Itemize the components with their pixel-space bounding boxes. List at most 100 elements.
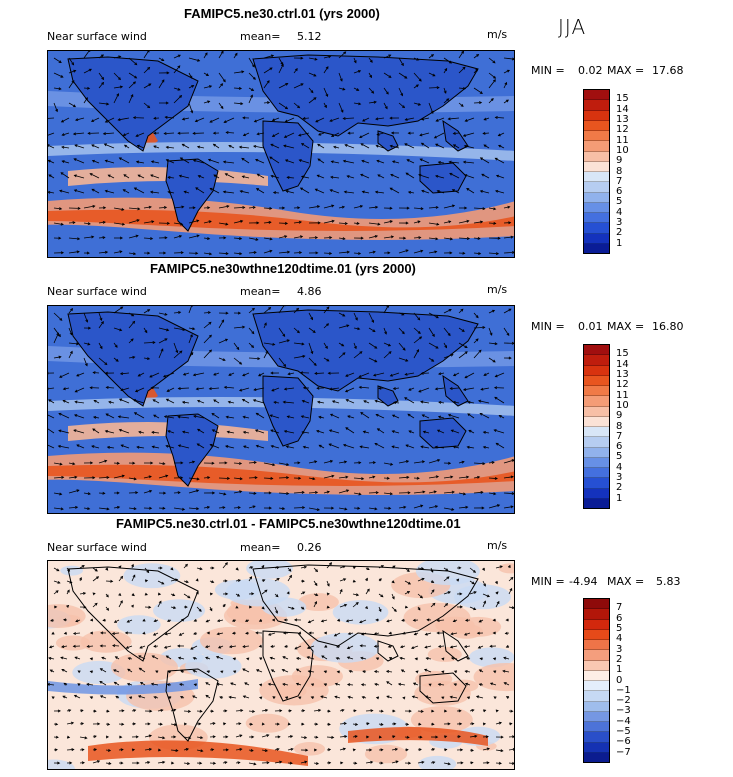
wind-vector bbox=[375, 117, 385, 121]
wind-vector bbox=[92, 576, 100, 582]
wind-vector bbox=[228, 372, 235, 376]
wind-vector bbox=[127, 668, 133, 673]
wind-vector bbox=[375, 618, 380, 622]
wind-vector bbox=[246, 657, 250, 661]
wind-vector bbox=[164, 632, 172, 636]
wind-vector bbox=[443, 98, 450, 104]
wind-vector bbox=[183, 605, 188, 609]
wind-vector bbox=[259, 696, 263, 700]
wind-vector bbox=[488, 342, 498, 346]
wind-vector bbox=[450, 656, 458, 660]
wind-vector bbox=[293, 461, 301, 465]
wind-vector bbox=[443, 490, 455, 494]
wind-vector bbox=[244, 619, 250, 622]
wind-vector bbox=[113, 461, 120, 465]
wind-vector bbox=[248, 251, 257, 254]
colorbar-tick-label: 8 bbox=[616, 165, 623, 177]
wind-vector bbox=[173, 342, 179, 354]
wind-vector bbox=[413, 236, 422, 240]
wind-vector bbox=[195, 187, 205, 194]
colorbar-tick-label: 7 bbox=[616, 602, 623, 614]
wind-vector bbox=[92, 371, 100, 375]
wind-vector bbox=[308, 57, 318, 61]
wind-vector bbox=[209, 187, 220, 194]
coastline bbox=[67, 56, 199, 152]
wind-vector bbox=[113, 85, 124, 89]
colorbar-swatch bbox=[584, 386, 609, 397]
wind-vector bbox=[48, 159, 55, 164]
wind-vector bbox=[293, 342, 305, 346]
difference-patch bbox=[80, 630, 132, 653]
wind-vector bbox=[137, 372, 145, 377]
wind-vector bbox=[307, 669, 315, 673]
wind-vector bbox=[218, 319, 225, 329]
wind-vector bbox=[477, 645, 484, 649]
wind-vector bbox=[213, 174, 220, 179]
wind-vector bbox=[79, 748, 85, 752]
wind-vector bbox=[263, 220, 272, 224]
panel1-wind-map bbox=[47, 50, 515, 258]
colorbar-swatch bbox=[584, 233, 609, 244]
wind-vector bbox=[336, 670, 341, 674]
wind-vector bbox=[508, 747, 514, 751]
wind-vector bbox=[144, 709, 153, 713]
colorbar-tick-label: 15 bbox=[616, 348, 629, 360]
wind-vector bbox=[338, 221, 348, 225]
wind-vector bbox=[158, 491, 167, 495]
wind-vector bbox=[173, 491, 181, 495]
wind-vector bbox=[167, 670, 172, 674]
wind-vector bbox=[278, 507, 286, 511]
wind-vector bbox=[282, 400, 295, 404]
wind-vector bbox=[115, 695, 120, 699]
wind-vector bbox=[393, 401, 400, 405]
wind-vector bbox=[346, 683, 354, 687]
wind-vector bbox=[383, 251, 391, 255]
wind-vector bbox=[495, 565, 503, 569]
wind-vector bbox=[83, 97, 88, 104]
wind-vector bbox=[503, 99, 509, 104]
wind-vector bbox=[324, 644, 328, 648]
wind-vector bbox=[323, 459, 334, 464]
wind-vector bbox=[503, 205, 511, 209]
wind-vector bbox=[113, 474, 125, 479]
wind-vector bbox=[53, 462, 63, 466]
wind-vector bbox=[278, 83, 289, 89]
wind-vector bbox=[339, 735, 348, 738]
wind-vector bbox=[283, 618, 289, 622]
wind-vector bbox=[203, 461, 215, 465]
wind-vector bbox=[233, 506, 241, 510]
wind-vector bbox=[113, 669, 120, 673]
colorbar-tick-label: 1 bbox=[616, 664, 623, 676]
colorbar-tick-label: 4 bbox=[616, 633, 623, 645]
coastline bbox=[377, 130, 399, 152]
wind-vector bbox=[420, 142, 430, 149]
wind-vector bbox=[505, 618, 510, 622]
wind-vector bbox=[143, 220, 155, 224]
wind-vector bbox=[352, 735, 358, 739]
wind-vector bbox=[417, 593, 424, 599]
wind-vector bbox=[441, 670, 445, 674]
wind-vector bbox=[222, 709, 228, 713]
wind-vector bbox=[428, 459, 441, 464]
wind-vector bbox=[482, 131, 490, 135]
wind-vector bbox=[462, 387, 475, 391]
wind-vector bbox=[218, 72, 226, 83]
wind-vector bbox=[464, 682, 471, 686]
wind-vector bbox=[495, 761, 502, 765]
coastline bbox=[67, 566, 199, 662]
wind-vector bbox=[283, 144, 295, 149]
wind-vector bbox=[443, 308, 452, 314]
wind-vector bbox=[452, 445, 460, 449]
wind-vector bbox=[333, 145, 340, 149]
wind-vector bbox=[180, 670, 185, 674]
wind-vector bbox=[278, 221, 289, 225]
wind-vector bbox=[508, 735, 514, 739]
wind-vector bbox=[473, 338, 479, 344]
wind-vector bbox=[205, 656, 211, 660]
wind-vector bbox=[68, 102, 77, 108]
wind-vector bbox=[131, 761, 140, 765]
wind-vector bbox=[404, 605, 409, 609]
wind-vector bbox=[113, 222, 126, 226]
wind-vector bbox=[462, 160, 475, 164]
wind-vector bbox=[300, 591, 306, 595]
